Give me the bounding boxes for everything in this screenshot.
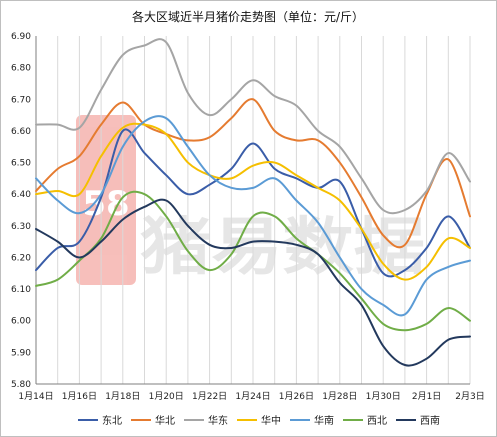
y-tick-label: 6.50 (11, 159, 31, 169)
x-tick-label: 2月1日 (412, 391, 441, 402)
legend: 东北 华北 华东 华中 华南 西北 西南 (78, 414, 440, 427)
watermark-badge-glyph: 58 (82, 184, 129, 224)
x-tick-label: 1月20日 (149, 391, 184, 402)
series-line-3 (35, 38, 471, 215)
y-tick-label: 6.00 (11, 317, 31, 327)
y-tick-label: 5.90 (11, 348, 31, 358)
chart-title: 各大区域近半月猪价走势图（单位：元/斤） (132, 9, 364, 24)
x-tick-label: 1月26日 (279, 391, 314, 402)
series-layer (35, 38, 471, 367)
x-tick-label: 1月16日 (62, 391, 97, 402)
y-tick-label: 6.30 (11, 222, 31, 232)
legend-label: 西北 (367, 415, 387, 427)
y-tick-label: 6.10 (11, 285, 31, 295)
y-tick-label: 5.80 (11, 380, 31, 390)
x-tick-label: 1月28日 (322, 391, 357, 402)
legend-label: 西南 (420, 414, 440, 427)
series-line-2 (35, 98, 471, 249)
axis-layer: 5.80 5.90 6.00 6.10 6.20 6.30 6.40 6.50 6.60 6.70… (11, 32, 485, 402)
y-tick-label: 6.60 (11, 127, 31, 137)
legend-label: 华中 (261, 414, 281, 427)
y-tick-label: 6.70 (11, 95, 31, 105)
watermark-badge (76, 115, 136, 285)
series-line-5 (35, 115, 471, 317)
y-tick-label: 6.40 (11, 190, 31, 200)
legend-label: 华北 (155, 414, 175, 427)
legend-label: 东北 (102, 414, 122, 427)
legend-label: 华东 (208, 414, 228, 427)
x-tick-label: 1月30日 (366, 391, 401, 402)
series-line-1 (35, 128, 471, 278)
x-tick-label: 1月22日 (192, 391, 227, 402)
y-tick-label: 6.20 (11, 253, 31, 263)
x-tick-label: 2月3日 (455, 391, 484, 402)
series-line-4 (35, 122, 471, 281)
x-tick-label: 1月18日 (105, 391, 140, 402)
y-tick-label: 6.90 (11, 32, 31, 42)
y-tick-label: 6.80 (11, 64, 31, 74)
x-tick-label: 1月14日 (18, 391, 53, 402)
x-tick-label: 1月24日 (235, 391, 270, 402)
series-line-7 (35, 198, 471, 367)
legend-label: 华南 (314, 414, 334, 427)
series-line-6 (35, 190, 471, 332)
